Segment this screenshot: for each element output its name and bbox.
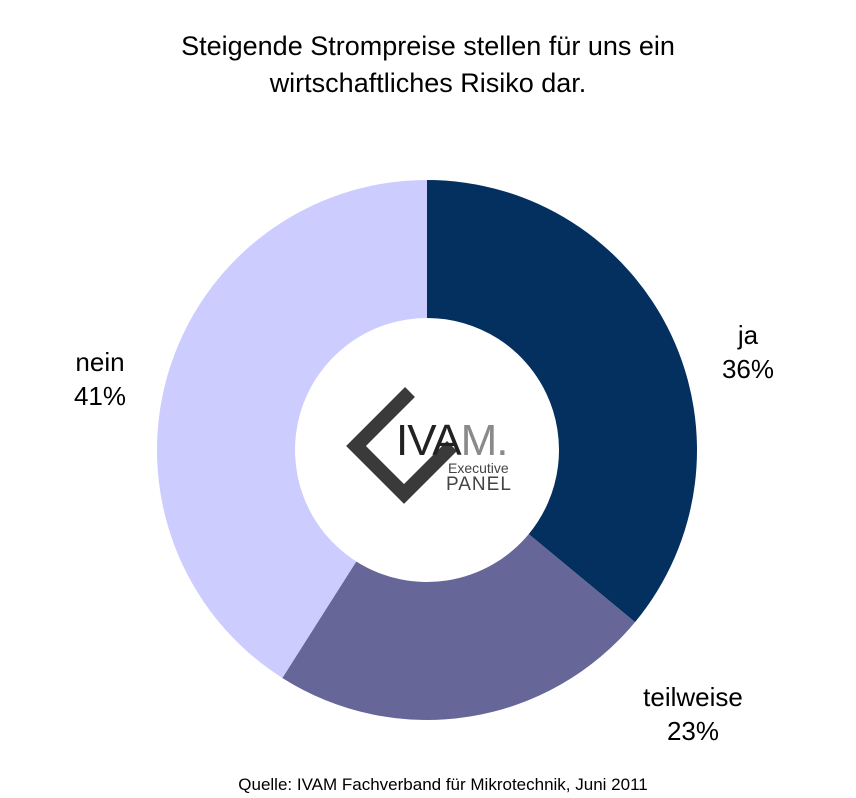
slice-teilweise [282, 534, 636, 720]
slice-name-teilweise: teilweise [643, 682, 743, 712]
logo-panel-text: PANEL [446, 474, 512, 495]
slice-name-nein: nein [75, 347, 125, 377]
slice-value-ja: 36% [721, 354, 775, 384]
slice-nein [156, 180, 427, 678]
slice-label-teilweise: teilweise 23% [620, 680, 766, 748]
chart-source: Quelle: IVAM Fachverband für Mikrotechni… [238, 775, 648, 794]
slice-name-ja: ja [737, 320, 759, 350]
slice-label-nein: nein 41% [50, 345, 150, 413]
slice-value-nein: 41% [73, 381, 127, 411]
logo-ivam-text: IVAM. [396, 416, 509, 465]
slice-value-teilweise: 23% [666, 716, 720, 746]
logo-executive-text: Executive [448, 460, 509, 476]
chart-title-line-2: wirtschaftliches Risiko dar. [269, 68, 587, 98]
ivam-logo: IVAM. Executive PANEL [344, 388, 534, 508]
chart-title: Steigende Strompreise stellen für uns ei… [0, 28, 856, 102]
chart-title-line-1: Steigende Strompreise stellen für uns ei… [181, 31, 675, 61]
slice-ja [427, 180, 698, 623]
slice-label-ja: ja 36% [700, 318, 796, 386]
ivam-logo-mark [346, 387, 457, 504]
